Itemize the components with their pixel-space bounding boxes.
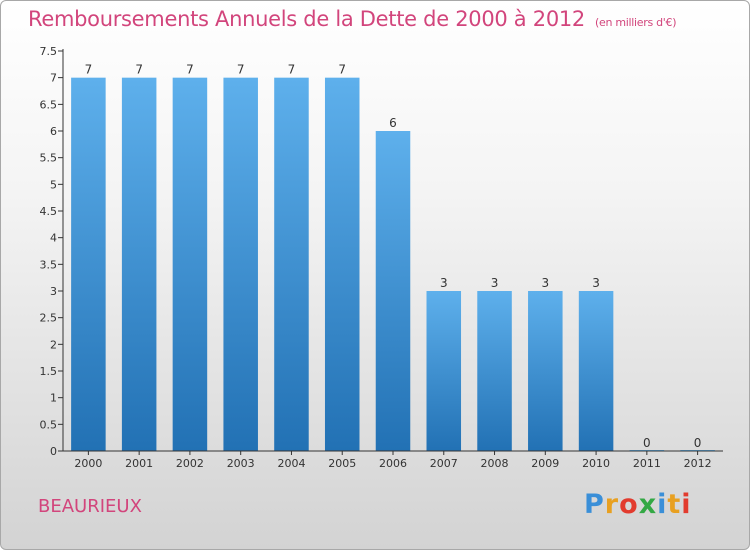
x-tick-label: 2005 [328,457,356,470]
x-tick-label: 2010 [582,457,610,470]
bar [223,77,258,452]
bar [426,291,462,451]
x-tick-label: 2001 [125,457,153,470]
y-tick-label: 5.5 [40,152,58,165]
chart-title-text: Remboursements Annuels de la Dette de 20… [28,7,585,31]
bar [477,291,512,451]
chart-unit: (en milliers d'€) [595,16,677,29]
x-tick-label: 2008 [481,457,509,470]
bar-value-label: 7 [237,63,245,77]
logo-letter: i [681,489,692,520]
bar-value-label: 3 [592,276,600,290]
y-tick-label: 7.5 [40,45,58,58]
x-tick-label: 2002 [176,457,204,470]
bar [274,77,309,452]
logo-letter: P [584,489,605,520]
y-tick-label: 1 [50,392,57,405]
x-tick-label: 2000 [74,457,102,470]
x-tick-label: 2012 [684,457,712,470]
bar-value-label: 7 [85,63,93,77]
bar [578,291,614,451]
bar [375,131,411,451]
bar [172,77,208,452]
y-tick-label: 6 [50,125,57,138]
logo-letter: x [638,489,658,520]
bar [528,291,563,451]
bar-value-label: 7 [135,63,143,77]
y-tick-label: 7 [50,72,57,85]
bar-value-label: 7 [288,63,296,77]
bar [324,77,360,452]
bar-value-label: 7 [338,63,346,77]
bar-value-label: 0 [643,436,651,450]
bar-value-label: 3 [440,276,448,290]
y-tick-label: 6.5 [40,98,58,111]
x-tick-label: 2006 [379,457,407,470]
x-tick-label: 2003 [227,457,255,470]
y-tick-label: 1.5 [40,365,58,378]
logo-letter: t [667,489,682,520]
y-tick-label: 4 [50,232,57,245]
y-tick-label: 2.5 [40,312,58,325]
x-tick-label: 2011 [633,457,661,470]
commune-name: BEAURIEUX [38,496,142,517]
y-tick-label: 3.5 [40,258,58,271]
y-tick-label: 4.5 [40,205,58,218]
x-tick-label: 2007 [430,457,458,470]
bar [121,77,157,452]
chart-title: Remboursements Annuels de la Dette de 20… [28,7,676,31]
y-tick-label: 0 [50,445,57,458]
y-tick-label: 0.5 [40,418,58,431]
bars: 7 7 7 7 7 7 6 3 3 3 3 0 0 [71,63,715,452]
bar-value-label: 6 [389,116,397,130]
bar-value-label: 3 [491,276,499,290]
logo-letter: o [619,489,639,520]
bar [71,77,106,452]
y-axis: 0 0.5 1 1.5 2 2.5 3 3.5 4 4.5 5 5.5 6 6.5 7 7.5 [40,45,64,458]
proxiti-logo: Proxiti [584,489,692,520]
bar-value-label: 3 [541,276,549,290]
y-tick-label: 3 [50,285,57,298]
x-axis: 2000 2001 2002 2003 2004 2005 2006 2007 2008 2009… [63,450,723,470]
y-tick-label: 2 [50,338,57,351]
logo-letter: r [604,489,620,520]
bar-value-label: 0 [694,436,702,450]
logo-letter: i [657,489,668,520]
x-tick-label: 2009 [531,457,559,470]
bar-value-label: 7 [186,63,194,77]
x-tick-label: 2004 [277,457,305,470]
y-tick-label: 5 [50,178,57,191]
